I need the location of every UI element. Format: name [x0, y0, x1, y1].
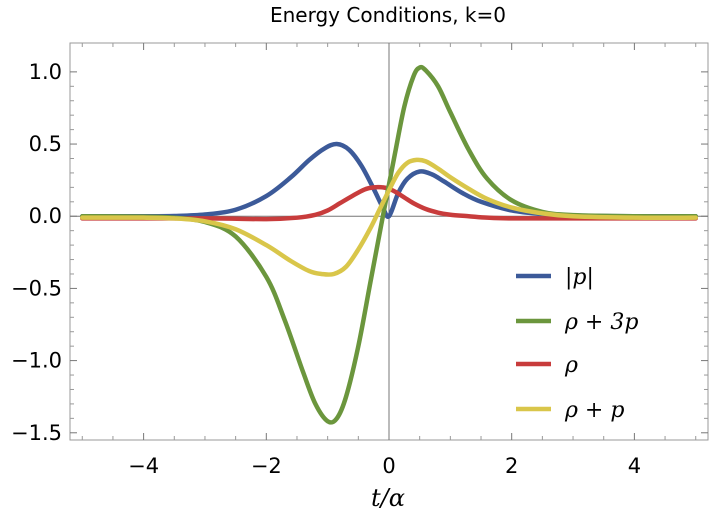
x-tick-label: 0 — [382, 454, 395, 478]
series-lines — [80, 64, 698, 425]
y-tick-label: −0.5 — [11, 276, 62, 300]
x-tick-label: −4 — [128, 454, 159, 478]
y-tick-label: 0.5 — [29, 132, 62, 156]
legend: |p| ρ + 3p ρ ρ + p — [516, 265, 638, 423]
series-line-3 — [80, 157, 698, 277]
chart-title: Energy Conditions, k=0 — [270, 3, 506, 27]
x-tick-label: −2 — [251, 454, 282, 478]
y-tick-label: −1.5 — [11, 421, 62, 445]
axes-lines — [70, 43, 708, 440]
y-tick-label: 1.0 — [29, 60, 62, 84]
legend-label-0: |p| — [565, 265, 594, 290]
y-tick-label: 0.0 — [29, 204, 62, 228]
legend-label-1: ρ + 3p — [564, 310, 638, 335]
legend-label-2: ρ — [564, 353, 578, 378]
x-tick-label: 4 — [628, 454, 641, 478]
x-axis-label: t/α — [371, 484, 405, 512]
legend-label-3: ρ + p — [564, 398, 624, 423]
ticks: −4 −2 0 2 4 1.0 0.5 0.0 −0.5 −1.0 −1.5 — [11, 43, 708, 478]
x-tick-label: 2 — [505, 454, 518, 478]
y-tick-label: −1.0 — [11, 349, 62, 373]
